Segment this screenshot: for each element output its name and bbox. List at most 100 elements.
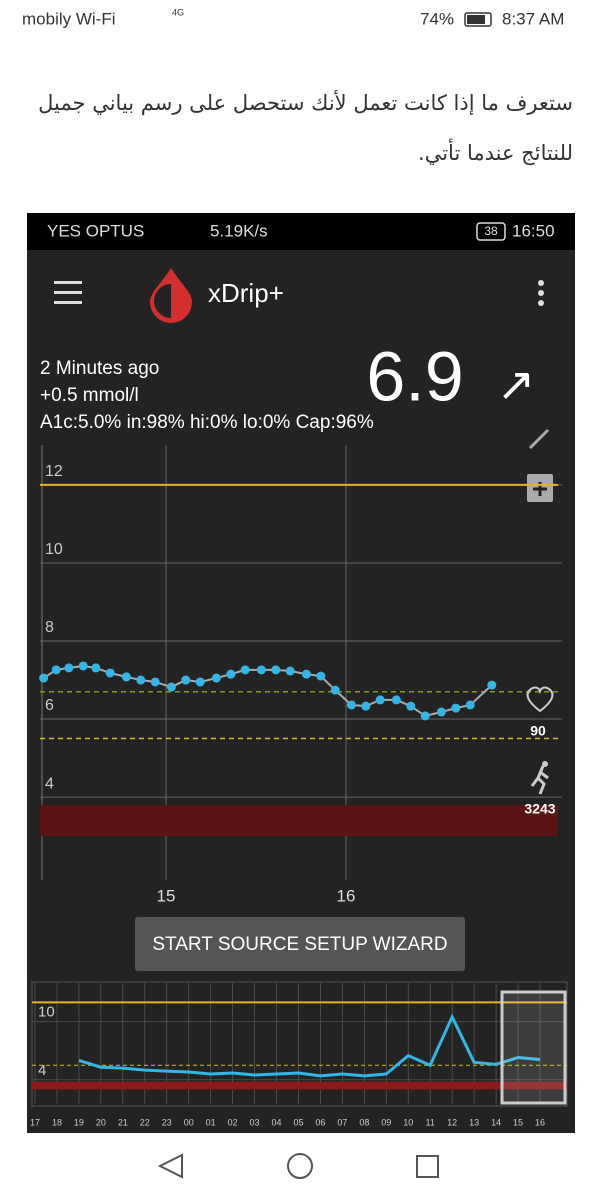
overview-x-label: 01 — [206, 1117, 216, 1127]
reading-stats: A1c:5.0% in:98% hi:0% lo:0% Cap:96% — [40, 412, 374, 433]
button-label: START SOURCE SETUP WIZARD — [152, 934, 447, 955]
trend-arrow: ↗ — [497, 358, 536, 410]
inner-carrier: YES OPTUS — [47, 221, 144, 240]
overview-y-label: 4 — [38, 1062, 46, 1079]
battery-icon — [464, 12, 492, 27]
reading-dot — [406, 701, 416, 711]
recents-button[interactable] — [416, 1155, 439, 1178]
overview-x-label: 21 — [118, 1117, 128, 1127]
steps: 3243 — [524, 801, 555, 817]
reading-dot — [211, 673, 221, 683]
overview-x-label: 04 — [272, 1117, 282, 1127]
reading-dot — [78, 661, 88, 671]
overview-x-label: 05 — [293, 1117, 303, 1127]
reading-dot — [39, 673, 49, 683]
overview-x-label: 19 — [74, 1117, 84, 1127]
button-background — [135, 917, 465, 971]
app-title: xDrip+ — [208, 278, 284, 308]
x-tick-label: 15 — [157, 886, 176, 905]
reading-dot — [316, 671, 326, 681]
overview-x-label: 08 — [359, 1117, 369, 1127]
setup-wizard-button[interactable]: START SOURCE SETUP WIZARD — [135, 917, 465, 971]
inner-battery-icon — [476, 222, 506, 241]
reading-dot — [451, 703, 461, 713]
inner-speed: 5.19K/s — [210, 221, 268, 240]
reading-dot — [64, 663, 74, 673]
reading-age: 2 Minutes ago — [40, 358, 159, 379]
reading-dot — [361, 701, 371, 711]
reading-dot — [271, 665, 281, 675]
overview-x-label: 13 — [469, 1117, 479, 1127]
reading-dot — [105, 668, 115, 678]
reading-dot — [51, 665, 61, 675]
overview-x-label: 03 — [250, 1117, 260, 1127]
battery-level — [467, 15, 485, 24]
overflow-menu[interactable] — [538, 280, 544, 306]
overview-x-label: 18 — [52, 1117, 62, 1127]
overview-low-band — [32, 1081, 567, 1090]
reading-dot — [150, 677, 160, 687]
menu-bar — [54, 281, 82, 284]
time: 8:37 AM — [502, 9, 564, 28]
overview-x-label: 09 — [381, 1117, 391, 1127]
nav-bar — [0, 1133, 600, 1200]
reading-dot — [136, 675, 146, 685]
reading-dot — [420, 711, 430, 721]
low-band — [40, 804, 558, 837]
overview-x-label: 11 — [426, 1117, 435, 1127]
overview-window — [500, 990, 567, 1105]
reading-dot — [166, 682, 176, 692]
reading-dot — [181, 675, 191, 685]
menu-dot — [538, 300, 544, 306]
back-button[interactable] — [157, 1153, 183, 1179]
overview-x-label: 00 — [184, 1117, 194, 1127]
reading-dot — [226, 669, 236, 679]
article-text: ستعرف ما إذا كانت تعمل لأنك ستحصل على رس… — [38, 91, 573, 165]
reading-delta: +0.5 mmol/l — [40, 385, 139, 406]
heart-rate: 90 — [530, 723, 546, 739]
reading-dot — [487, 680, 497, 690]
reading-dot — [240, 665, 250, 675]
home-button[interactable] — [287, 1153, 313, 1179]
y-tick-label: 4 — [45, 775, 54, 792]
overview-x-label: 14 — [491, 1117, 501, 1127]
carrier: mobily Wi-Fi — [22, 9, 116, 28]
reading-dot — [91, 663, 101, 673]
reading-dot — [121, 672, 131, 682]
overview-line — [78, 1013, 541, 1078]
reading-dot — [375, 695, 385, 705]
glucose-chart: 4 6 8 10 12 15 16 — [39, 445, 562, 905]
pen-icon[interactable] — [528, 428, 550, 450]
overview-x-label: 12 — [447, 1117, 457, 1127]
overview-x-label: 17 — [30, 1117, 40, 1127]
menu-bar — [54, 301, 82, 304]
overview-x-label: 16 — [535, 1117, 545, 1127]
menu-button[interactable] — [54, 281, 82, 304]
reading-dot — [301, 669, 311, 679]
heart-icon — [526, 686, 554, 713]
overview-x-label: 07 — [337, 1117, 347, 1127]
reading-dot — [330, 685, 340, 695]
inner-time: 16:50 — [512, 221, 555, 240]
overview-x-label: 22 — [140, 1117, 150, 1127]
overview-x-label: 10 — [403, 1117, 413, 1127]
reading-dot — [346, 700, 356, 710]
reading-dot — [256, 665, 266, 675]
app-logo-inner — [154, 284, 171, 318]
reading-dot — [465, 700, 475, 710]
reading-dot — [195, 677, 205, 687]
overview-x-label: 20 — [96, 1117, 106, 1127]
reading-dot — [391, 695, 401, 705]
overview-x-label: 06 — [315, 1117, 325, 1127]
x-tick-label: 16 — [337, 886, 356, 905]
walk-icon — [530, 765, 549, 795]
menu-dot — [538, 280, 544, 286]
menu-dot — [538, 290, 544, 296]
inner-battery: 38 — [484, 224, 498, 238]
y-tick-label: 8 — [45, 619, 54, 636]
y-tick-label: 6 — [45, 697, 54, 714]
overview-frame — [31, 981, 568, 1107]
network: 4G — [172, 7, 184, 17]
